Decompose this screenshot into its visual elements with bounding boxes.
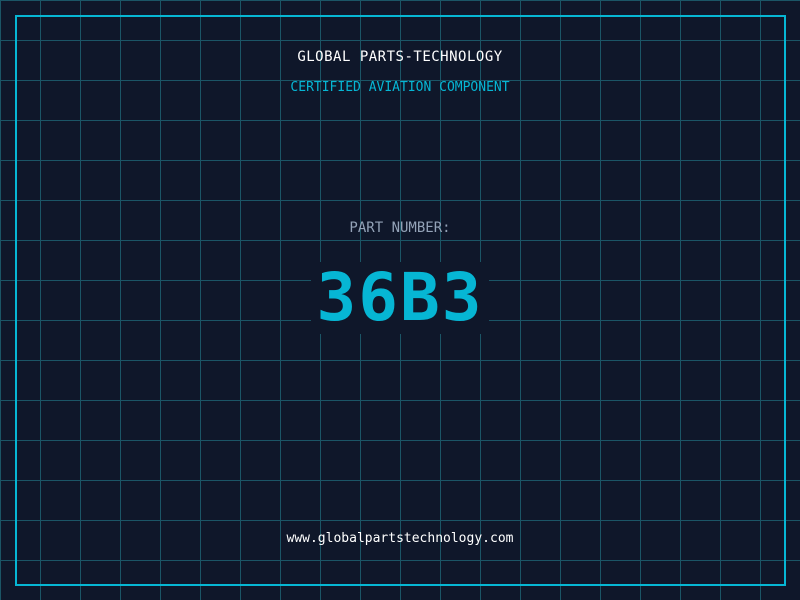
- website-url: www.globalpartstechnology.com: [286, 531, 514, 546]
- part-number-value: 36B3: [310, 262, 490, 334]
- border-frame: [15, 15, 786, 586]
- part-number-label: PART NUMBER:: [349, 220, 451, 236]
- certification-subtitle: CERTIFIED AVIATION COMPONENT: [290, 80, 510, 95]
- part-number-display: 36B3: [0, 262, 800, 334]
- company-name: GLOBAL PARTS-TECHNOLOGY: [297, 49, 503, 65]
